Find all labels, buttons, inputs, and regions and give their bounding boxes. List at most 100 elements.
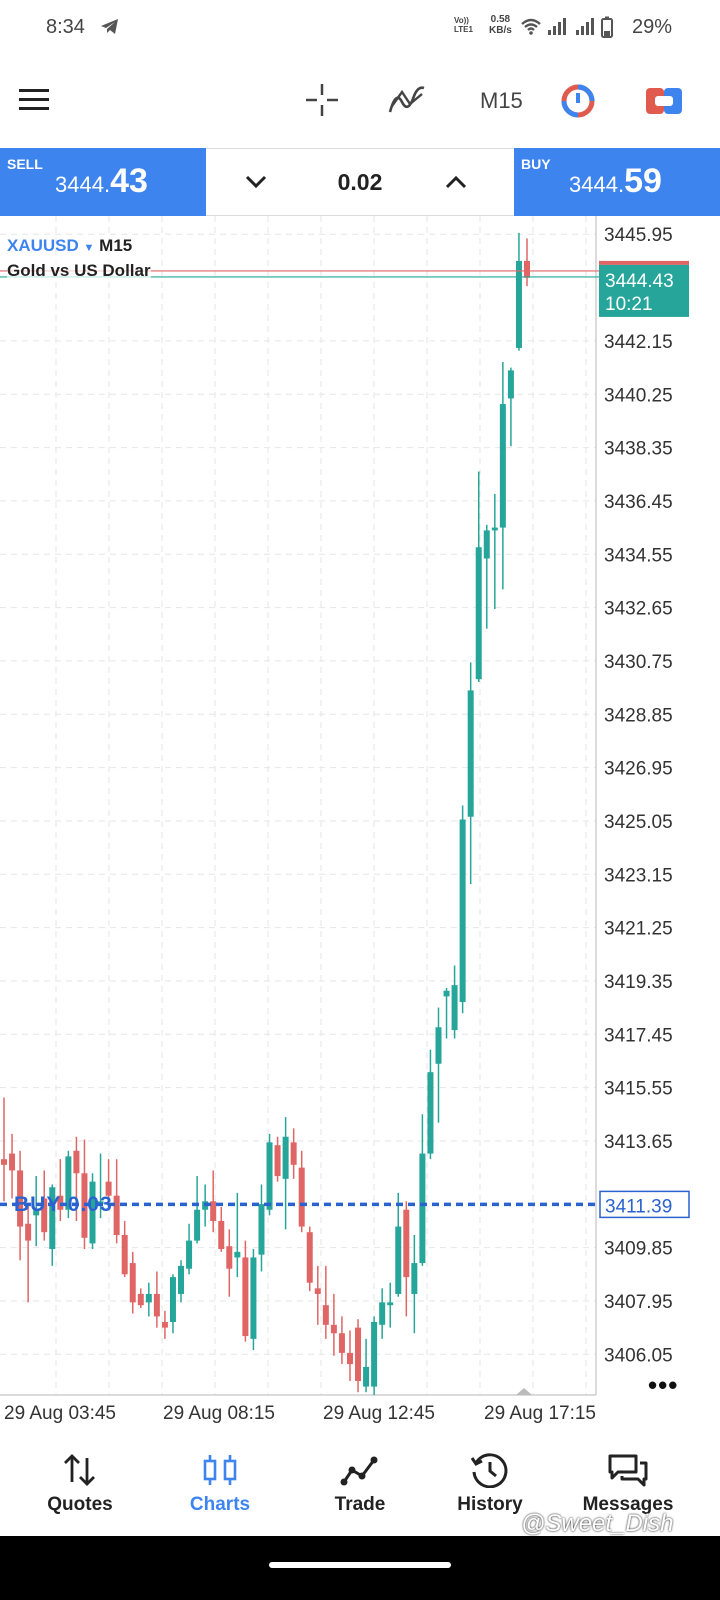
x-tick-label: 29 Aug 08:15 (163, 1403, 275, 1424)
candle-body (330, 1324, 337, 1334)
candle-body (266, 1142, 273, 1210)
y-tick-label: 3436.45 (604, 492, 673, 513)
y-tick-label: 3407.95 (604, 1292, 673, 1313)
candle-body (290, 1142, 297, 1165)
chart-description: Gold vs US Dollar (7, 261, 151, 281)
buy-label: BUY (521, 156, 551, 172)
candle-body (169, 1277, 176, 1323)
candle-body (121, 1234, 128, 1275)
y-tick-label: 3406.05 (604, 1345, 673, 1366)
quotes-icon (64, 1454, 95, 1486)
lot-decrease-button[interactable] (244, 173, 268, 191)
trade-toggle-icon[interactable] (645, 86, 683, 116)
buy-button[interactable]: BUY 3444.59 (514, 148, 720, 216)
home-indicator[interactable] (269, 1562, 451, 1568)
sell-price: 3444.43 (55, 162, 148, 200)
timeframe-button[interactable]: M15 (480, 88, 523, 113)
candle-body (298, 1167, 305, 1227)
candle-body (137, 1293, 144, 1306)
volte-indicator: Vo)) LTE1 (454, 16, 473, 34)
candle-body (355, 1327, 362, 1381)
y-tick-label: 3438.35 (604, 439, 673, 460)
wifi-icon (521, 18, 541, 31)
sell-label: SELL (7, 156, 43, 172)
candle-body (427, 1072, 434, 1154)
order-line-label[interactable]: BUY 0.03 (14, 1193, 113, 1216)
y-tick-label: 3409.85 (604, 1239, 673, 1260)
order-price-tag (599, 1190, 690, 1219)
nav-charts[interactable]: Charts (148, 1440, 292, 1536)
candle-body (371, 1322, 378, 1387)
candle-body (411, 1263, 418, 1294)
y-tick-label: 3425.05 (604, 812, 673, 833)
candle-body (9, 1153, 16, 1171)
y-tick-label: 3413.65 (604, 1132, 673, 1153)
candle-body (41, 1198, 48, 1233)
ask-price-tag (599, 260, 689, 265)
candle-body (161, 1322, 168, 1328)
price-chart[interactable]: 3445.95 3442.15 3440.25 3438.35 3436.45 3434.… (0, 216, 720, 1456)
trade-icon (340, 1456, 378, 1486)
candle-body (226, 1246, 233, 1269)
candle-body (113, 1195, 120, 1235)
candle-body (274, 1145, 281, 1177)
battery-percent: 29% (632, 16, 673, 38)
status-time: 8:34 (46, 16, 85, 38)
nav-messages[interactable]: Messages (556, 1440, 700, 1536)
candle-body (218, 1220, 225, 1250)
one-click-trading-icon[interactable] (560, 83, 596, 119)
candle-body (483, 530, 490, 559)
candle-body (443, 990, 450, 997)
candle-body (129, 1263, 136, 1303)
candle-body (282, 1136, 289, 1179)
candle-body (499, 404, 506, 528)
candle-body (314, 1288, 321, 1294)
candle-body (234, 1251, 241, 1258)
x-tick-label: 29 Aug 03:45 (4, 1403, 116, 1424)
candle-body (49, 1187, 56, 1250)
chart-symbol[interactable]: XAUUSD ▼ M15 (7, 236, 133, 255)
network-speed: 0.58 KB/s (489, 14, 512, 36)
y-tick-label: 3434.55 (604, 545, 673, 566)
watermark: @Sweet_Dish (521, 1510, 674, 1537)
nav-history[interactable]: History (418, 1440, 562, 1536)
candle-body (25, 1223, 32, 1241)
chart-shift-marker (516, 1388, 532, 1395)
candle-body (306, 1232, 313, 1283)
status-bar: 8:34 Vo)) LTE1 0.58 KB/s 29% (0, 0, 720, 56)
candle-body (515, 260, 522, 348)
candle-body (242, 1257, 249, 1337)
order-price-label: 3411.39 (605, 1196, 672, 1217)
candle-body (258, 1204, 265, 1255)
lot-increase-button[interactable] (444, 173, 468, 191)
indicators-icon[interactable] (388, 82, 426, 118)
candle-body (178, 1265, 185, 1294)
charts-icon (203, 1455, 237, 1485)
candle-body (403, 1209, 410, 1278)
y-tick-label: 3426.95 (604, 759, 673, 780)
candle-body (153, 1293, 160, 1317)
crosshair-icon[interactable] (305, 83, 339, 117)
chart-more-icon[interactable]: ••• (648, 1370, 679, 1400)
candle-body (73, 1150, 80, 1174)
candle-body (459, 819, 466, 1002)
signal-icons (521, 16, 613, 38)
bid-price-label: 3444.43 (605, 271, 674, 292)
candle-body (17, 1170, 24, 1227)
y-tick-label: 3421.25 (604, 919, 673, 940)
candle-body (105, 1181, 112, 1196)
buy-price: 3444.59 (569, 162, 662, 200)
chart-toolbar: M15 (0, 56, 720, 146)
messages-icon (608, 1454, 648, 1487)
nav-trade[interactable]: Trade (288, 1440, 432, 1536)
candle-body (65, 1156, 72, 1210)
sell-button[interactable]: SELL 3444.43 (0, 148, 206, 216)
nav-quotes[interactable]: Quotes (8, 1440, 152, 1536)
y-tick-label: 3419.35 (604, 972, 673, 993)
x-tick-label: 29 Aug 17:15 (484, 1403, 596, 1424)
x-tick-label: 29 Aug 12:45 (323, 1403, 435, 1424)
menu-icon[interactable] (18, 88, 50, 112)
candle-body (475, 547, 482, 680)
lot-size-value[interactable]: 0.02 (337, 169, 383, 195)
candle-body (395, 1226, 402, 1294)
